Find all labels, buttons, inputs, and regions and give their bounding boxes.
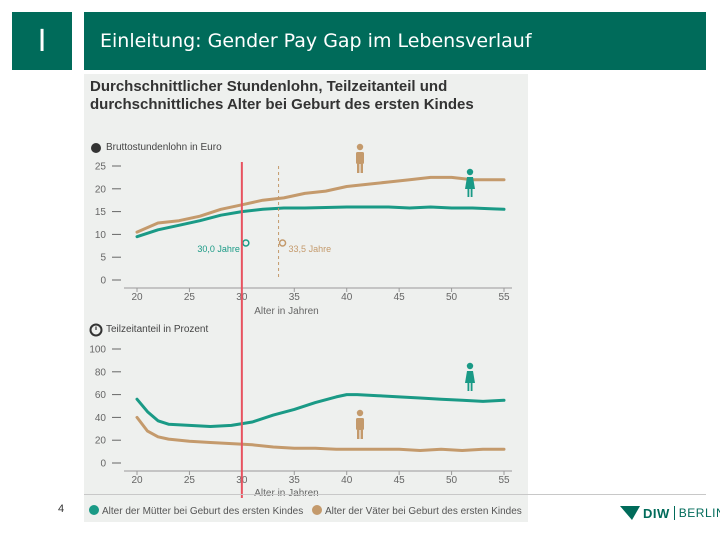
y-tick-label: 0 [100, 276, 106, 287]
figure-title-line1: Durchschnittlicher Stundenlohn, Teilzeit… [90, 78, 448, 95]
woman-pictogram-wage [465, 168, 475, 197]
x-tick-label: 25 [184, 292, 196, 303]
logo-secondary: BERLIN [678, 506, 720, 520]
woman-pictogram-parttime-leg-right [470, 383, 473, 391]
chart-area: Bruttostundenlohn in Euro 0 5 10 15 20 25 20 25 3… [89, 142, 522, 517]
y-tick-label: 0 [100, 459, 106, 470]
series-women-parttime [135, 393, 506, 428]
y-tick-label: 20 [95, 184, 107, 195]
x-tick-label: 20 [131, 292, 143, 303]
panel-title-2: Teilzeitanteil in Prozent [106, 324, 208, 335]
legend-father-icon [312, 505, 322, 515]
x-tick-label: 40 [341, 475, 353, 486]
y-tick-label: 80 [95, 367, 107, 378]
y-tick-label: 40 [95, 413, 107, 424]
footer-divider [84, 494, 706, 495]
woman-pictogram-parttime-leg-left [467, 383, 470, 391]
x-tick-label: 25 [184, 475, 196, 486]
figure-title-line2: durchschnittliches Alter bei Geburt des … [90, 96, 474, 113]
man-pictogram-parttime [356, 409, 364, 439]
page-number: 4 [58, 503, 65, 515]
x-tick-label: 35 [289, 475, 301, 486]
woman-pictogram-parttime-head [466, 362, 474, 370]
man-pictogram-wage-leg-left [357, 164, 360, 173]
y-tick-label: 60 [95, 390, 107, 401]
logo-separator [673, 506, 675, 520]
figure-panel: Durchschnittlicher Stundenlohn, Teilzeit… [84, 74, 528, 522]
clock-icon [89, 323, 103, 337]
series-men-wage [135, 175, 506, 234]
man-pictogram-wage-head [356, 143, 364, 151]
man-pictogram-wage [356, 143, 364, 173]
annotation-mother-age: 30,0 Jahre [197, 244, 240, 254]
man-pictogram-parttime-head [356, 409, 364, 417]
baby-mother-icon [242, 239, 250, 247]
woman-pictogram-wage-body [465, 177, 475, 189]
y-tick-label: 10 [95, 230, 107, 241]
panel-title-1: Bruttostundenlohn in Euro [106, 142, 222, 153]
logo-primary: DIW [643, 505, 670, 521]
figure-title: Durchschnittlicher Stundenlohn, Teilzeit… [90, 78, 520, 114]
series-men-parttime [135, 415, 506, 452]
man-pictogram-wage-leg-right [360, 164, 363, 173]
x-tick-label: 45 [394, 292, 406, 303]
woman-pictogram-wage-leg-left [467, 189, 470, 197]
y-tick-label: 5 [100, 253, 106, 264]
man-pictogram-parttime-leg-left [357, 430, 360, 439]
y-tick-label: 25 [95, 162, 107, 173]
diw-logo-mark-icon [620, 506, 640, 520]
woman-pictogram-wage-leg-right [470, 189, 473, 197]
x-tick-label: 55 [498, 475, 510, 486]
man-pictogram-wage-body [356, 152, 364, 164]
x-tick-label: 40 [341, 292, 353, 303]
x-axis-label: Alter in Jahren [254, 306, 318, 317]
annotation-father-age: 33,5 Jahre [289, 244, 332, 254]
woman-pictogram-parttime-body [465, 371, 475, 383]
x-tick-label: 55 [498, 292, 510, 303]
slide-title: Einleitung: Gender Pay Gap im Lebensverl… [100, 30, 532, 52]
y-tick-label: 20 [95, 436, 107, 447]
section-marker: I [12, 12, 72, 70]
x-tick-label: 45 [394, 475, 406, 486]
man-pictogram-parttime-leg-right [360, 430, 363, 439]
x-tick-label: 50 [446, 475, 458, 486]
y-tick-label: 15 [95, 207, 107, 218]
x-tick-label: 35 [289, 292, 301, 303]
x-axis-label: Alter in Jahren [254, 488, 318, 499]
woman-pictogram-parttime [465, 362, 475, 391]
y-tick-label: 100 [89, 345, 106, 356]
legend-mothers: Alter der Mütter bei Geburt des ersten K… [102, 506, 303, 517]
man-pictogram-parttime-body [356, 418, 364, 430]
woman-pictogram-wage-head [466, 168, 474, 176]
series-women-wage [135, 205, 506, 239]
diw-logo: DIW BERLIN [620, 502, 720, 524]
slide-title-bar: Einleitung: Gender Pay Gap im Lebensverl… [84, 12, 706, 70]
baby-father-icon [278, 239, 287, 247]
x-tick-label: 20 [131, 475, 143, 486]
x-tick-label: 50 [446, 292, 458, 303]
euro-coin-icon [91, 143, 101, 153]
legend-fathers: Alter der Väter bei Geburt des ersten Ki… [325, 506, 522, 517]
legend-mother-icon [89, 505, 99, 515]
